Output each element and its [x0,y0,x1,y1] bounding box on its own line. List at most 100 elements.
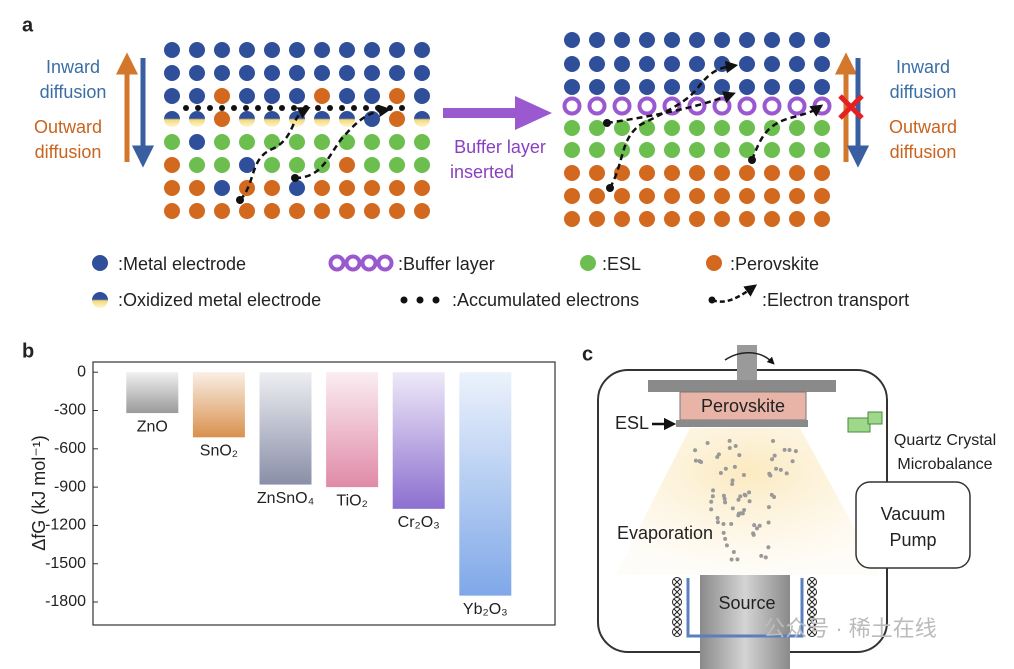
vapor-dot [729,557,734,562]
vapor-dot [747,490,752,495]
vapor-dot [715,516,720,521]
particle [814,56,830,72]
coil [673,588,681,596]
label: diffusion [40,82,107,102]
particle [239,88,255,104]
y-tick-label: -1800 [45,593,86,610]
legend-symbol [432,296,440,304]
panel-label: a [22,14,34,36]
particle [214,203,230,219]
vapor-dot [766,505,771,510]
electron [291,174,299,182]
rotation [724,352,775,365]
particle [639,56,655,72]
particle [689,56,705,72]
legend-label: :Electron transport [762,290,909,310]
particle [614,188,630,204]
particle [714,32,730,48]
vapor-dot [723,466,728,471]
particle [589,211,605,227]
holder [648,380,836,392]
particle [564,120,580,136]
legend-symbol [92,292,108,308]
label: Evaporation [617,523,713,543]
particle [264,203,280,219]
legend-label: :ESL [602,254,641,274]
qcm [867,411,883,425]
vapor-dot [759,553,764,558]
label: Microbalance [897,456,992,473]
particle [264,180,280,196]
x-tick-label: ZnO [137,418,168,435]
y-tick-label: -1500 [45,555,86,572]
particle [414,88,430,104]
particle [389,88,405,104]
coil [808,578,816,586]
coil [808,598,816,606]
vapor-dot [774,466,779,471]
electron [219,105,225,111]
outward-arrow [834,52,858,162]
vapor-dot [715,455,720,460]
legend-symbol [376,254,394,272]
particle [364,111,380,127]
legend-symbol [328,254,346,272]
vapor-dot [727,446,732,451]
source [700,575,790,669]
vapor-dot [709,499,714,504]
x-tick-label: ZnSnO₄ [257,490,314,507]
electron-transport [606,91,736,125]
coil [673,628,681,636]
particle [164,134,180,150]
label: Quartz Crystal [894,432,996,449]
electron [315,105,321,111]
vapor-dot [772,495,777,500]
particle [639,79,655,95]
vapor-dot [710,494,715,499]
vapor-dot [754,526,759,531]
particle [264,88,280,104]
legend-symbol [400,296,408,304]
vapor-dot [742,492,747,497]
particle [389,180,405,196]
coils [672,577,817,637]
particle [189,157,205,173]
particle [689,120,705,136]
particle [589,142,605,158]
vapor-dot [735,557,740,562]
particle [289,157,305,173]
particle [739,120,755,136]
label: diffusion [35,142,102,162]
particle [164,157,180,173]
particle [189,180,205,196]
electron [255,105,261,111]
particle [764,165,780,181]
particle [714,56,730,72]
particle [564,165,580,181]
x-tick-label: Cr₂O₃ [398,514,440,531]
panel-label: c [582,343,593,365]
particle [164,111,180,127]
label: Perovskite [701,396,785,416]
vapor-dot [731,550,736,555]
particle [364,203,380,219]
vapor-dot [729,521,734,526]
particle [289,42,305,58]
particle [414,42,430,58]
particle [164,203,180,219]
particle [264,111,280,127]
particle [714,211,730,227]
label: diffusion [890,82,957,102]
vapor-dot [715,520,720,525]
electron [291,105,297,111]
particle [664,32,680,48]
particle [389,157,405,173]
particle [664,56,680,72]
particle [414,111,430,127]
particle [764,188,780,204]
particle [389,65,405,81]
shaft [737,345,757,381]
particle [614,56,630,72]
vapor-dot [772,453,777,458]
particle [639,142,655,158]
